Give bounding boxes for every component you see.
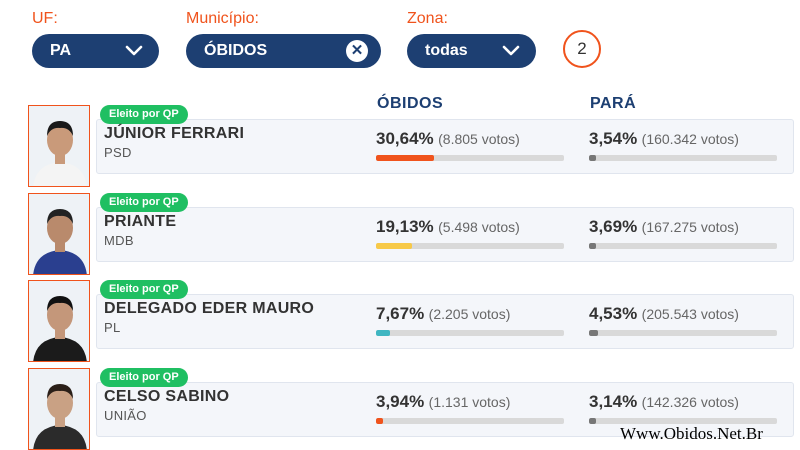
state-progress-bar bbox=[589, 330, 777, 336]
local-progress-fill bbox=[376, 155, 434, 161]
state-result: 3,14% (142.326 votos) bbox=[589, 392, 739, 412]
chevron-down-icon bbox=[502, 34, 522, 68]
municipio-label: Município: bbox=[186, 10, 259, 27]
local-votes: (2.205 votos) bbox=[428, 306, 511, 322]
candidate-name: DELEGADO EDER MAURO bbox=[104, 300, 315, 317]
zona-value: todas bbox=[425, 42, 468, 59]
candidate-photo bbox=[28, 368, 90, 450]
local-progress-fill bbox=[376, 330, 391, 336]
local-progress-bar bbox=[376, 418, 564, 424]
column-header-state: PARÁ bbox=[590, 95, 637, 112]
local-result: 3,94% (1.131 votos) bbox=[376, 392, 510, 412]
state-progress-bar bbox=[589, 243, 777, 249]
uf-value: PA bbox=[50, 42, 72, 59]
candidate-party: PSD bbox=[104, 145, 132, 160]
local-progress-bar bbox=[376, 155, 564, 161]
results-count-badge: 2 bbox=[563, 30, 601, 68]
state-progress-bar bbox=[589, 155, 777, 161]
state-result: 4,53% (205.543 votos) bbox=[589, 304, 739, 324]
state-progress-fill bbox=[589, 330, 598, 336]
state-percent: 3,69% bbox=[589, 217, 638, 236]
elected-badge: Eleito por QP bbox=[100, 193, 188, 212]
zona-select[interactable]: todas bbox=[407, 34, 536, 68]
state-progress-bar bbox=[589, 418, 777, 424]
zona-label: Zona: bbox=[407, 10, 448, 27]
clear-icon[interactable]: ✕ bbox=[346, 40, 368, 62]
municipio-value: ÓBIDOS bbox=[204, 42, 268, 59]
state-progress-fill bbox=[589, 155, 596, 161]
local-result: 19,13% (5.498 votos) bbox=[376, 217, 520, 237]
local-progress-bar bbox=[376, 330, 564, 336]
local-progress-bar bbox=[376, 243, 564, 249]
candidate-card bbox=[96, 382, 794, 437]
elected-badge: Eleito por QP bbox=[100, 105, 188, 124]
candidate-name: CELSO SABINO bbox=[104, 388, 230, 405]
state-progress-fill bbox=[589, 418, 596, 424]
candidate-card bbox=[96, 119, 794, 174]
state-result: 3,54% (160.342 votos) bbox=[589, 129, 739, 149]
zona-filter: Zona: todas bbox=[407, 8, 536, 68]
candidate-row[interactable]: Eleito por QP DELEGADO EDER MAURO PL 7,6… bbox=[28, 280, 794, 362]
local-progress-fill bbox=[376, 418, 384, 424]
uf-filter: UF: PA bbox=[32, 8, 159, 68]
local-votes: (8.805 votos) bbox=[438, 131, 520, 147]
candidate-photo bbox=[28, 105, 90, 187]
candidate-party: MDB bbox=[104, 233, 134, 248]
elected-badge: Eleito por QP bbox=[100, 368, 188, 387]
local-votes: (1.131 votos) bbox=[428, 394, 511, 410]
candidate-card bbox=[96, 294, 794, 349]
local-votes: (5.498 votos) bbox=[438, 219, 520, 235]
state-percent: 3,14% bbox=[589, 392, 638, 411]
state-percent: 4,53% bbox=[589, 304, 638, 323]
state-percent: 3,54% bbox=[589, 129, 638, 148]
candidate-name: JÚNIOR FERRARI bbox=[104, 125, 245, 142]
state-votes: (160.342 votos) bbox=[641, 131, 739, 147]
candidate-party: UNIÃO bbox=[104, 408, 147, 423]
state-votes: (205.543 votos) bbox=[641, 306, 739, 322]
state-result: 3,69% (167.275 votos) bbox=[589, 217, 739, 237]
local-percent: 30,64% bbox=[376, 129, 434, 148]
local-percent: 3,94% bbox=[376, 392, 425, 411]
candidate-row[interactable]: Eleito por QP PRIANTE MDB 19,13% (5.498 … bbox=[28, 193, 794, 275]
candidate-name: PRIANTE bbox=[104, 213, 177, 230]
candidate-photo bbox=[28, 193, 90, 275]
local-result: 30,64% (8.805 votos) bbox=[376, 129, 520, 149]
watermark: Www.Obidos.Net.Br bbox=[620, 424, 763, 443]
uf-select[interactable]: PA bbox=[32, 34, 159, 68]
local-result: 7,67% (2.205 votos) bbox=[376, 304, 510, 324]
state-votes: (167.275 votos) bbox=[641, 219, 739, 235]
candidate-row[interactable]: Eleito por QP CELSO SABINO UNIÃO 3,94% (… bbox=[28, 368, 794, 450]
column-header-local: ÓBIDOS bbox=[377, 95, 444, 112]
candidate-row[interactable]: Eleito por QP JÚNIOR FERRARI PSD 30,64% … bbox=[28, 105, 794, 187]
local-percent: 7,67% bbox=[376, 304, 425, 323]
candidate-party: PL bbox=[104, 320, 121, 335]
municipio-filter: Município: ÓBIDOS ✕ bbox=[186, 8, 381, 68]
chevron-down-icon bbox=[125, 34, 145, 68]
local-percent: 19,13% bbox=[376, 217, 434, 236]
municipio-select[interactable]: ÓBIDOS ✕ bbox=[186, 34, 381, 68]
uf-label: UF: bbox=[32, 10, 58, 27]
candidate-photo bbox=[28, 280, 90, 362]
state-progress-fill bbox=[589, 243, 596, 249]
elected-badge: Eleito por QP bbox=[100, 280, 188, 299]
state-votes: (142.326 votos) bbox=[641, 394, 739, 410]
local-progress-fill bbox=[376, 243, 412, 249]
candidate-card bbox=[96, 207, 794, 262]
